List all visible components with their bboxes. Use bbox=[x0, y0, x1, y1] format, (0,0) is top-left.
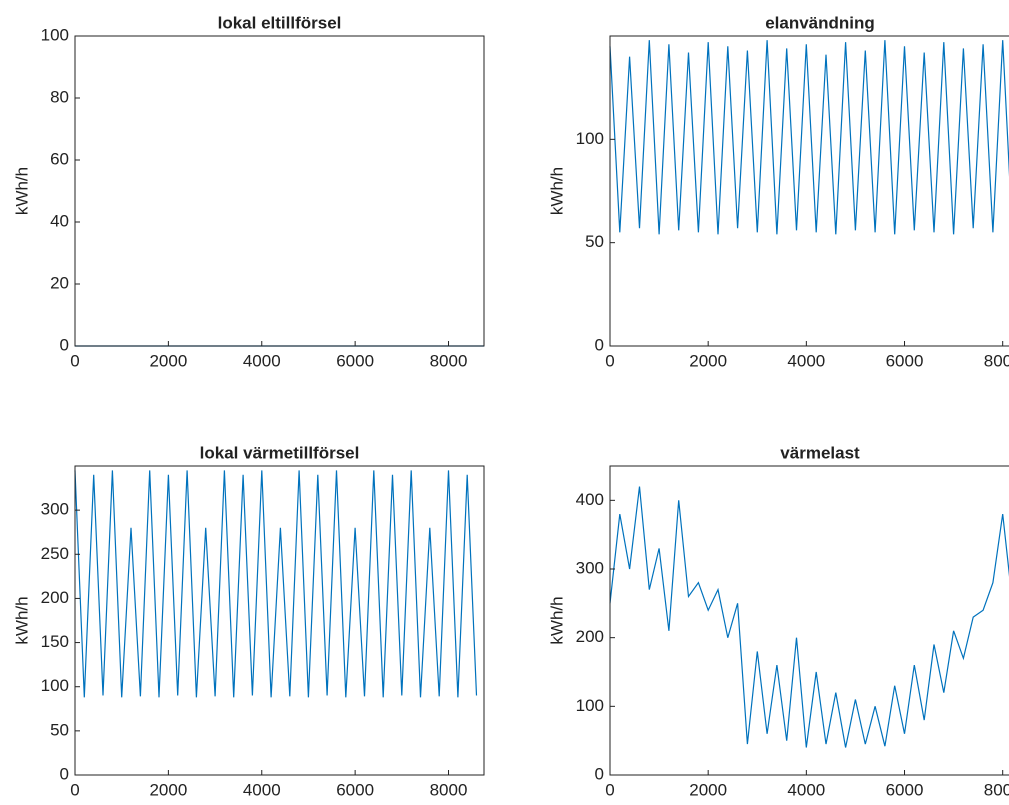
x-tick-label: 8000 bbox=[430, 351, 468, 370]
y-tick-label: 400 bbox=[576, 490, 604, 509]
x-tick-label: 8000 bbox=[984, 780, 1009, 799]
y-tick-label: 200 bbox=[41, 588, 69, 607]
axes-box bbox=[74, 35, 485, 347]
y-tick-label: 80 bbox=[50, 87, 69, 106]
x-tick-label: 2000 bbox=[149, 351, 187, 370]
x-tick-label: 8000 bbox=[430, 780, 468, 799]
x-tick-label: 6000 bbox=[886, 351, 924, 370]
y-tick-label: 300 bbox=[576, 558, 604, 577]
plot-area bbox=[610, 36, 1009, 346]
x-tick-label: 2000 bbox=[149, 780, 187, 799]
y-tick-label: 100 bbox=[576, 696, 604, 715]
y-tick-label: 100 bbox=[41, 25, 69, 44]
chart-title: värmelast bbox=[780, 443, 860, 462]
x-tick-label: 4000 bbox=[243, 780, 281, 799]
x-tick-label: 0 bbox=[605, 780, 614, 799]
x-tick-label: 0 bbox=[70, 351, 79, 370]
x-tick-label: 6000 bbox=[336, 351, 374, 370]
x-tick-label: 8000 bbox=[984, 351, 1009, 370]
y-tick-label: 60 bbox=[50, 149, 69, 168]
y-axis-label: kWh/h bbox=[12, 596, 31, 644]
y-tick-label: 50 bbox=[50, 720, 69, 739]
y-tick-label: 300 bbox=[41, 500, 69, 519]
x-tick-label: 4000 bbox=[787, 780, 825, 799]
chart-title: elanvändning bbox=[765, 13, 875, 32]
axes-box bbox=[609, 35, 1009, 347]
chart-title: lokal värmetillförsel bbox=[200, 443, 360, 462]
data-line bbox=[74, 470, 478, 698]
chart-title: lokal eltillförsel bbox=[218, 13, 342, 32]
y-tick-label: 100 bbox=[41, 676, 69, 695]
x-tick-label: 6000 bbox=[886, 780, 924, 799]
y-tick-label: 0 bbox=[595, 764, 604, 783]
x-tick-label: 2000 bbox=[689, 351, 727, 370]
y-tick-label: 100 bbox=[576, 129, 604, 148]
y-tick-label: 200 bbox=[576, 627, 604, 646]
x-tick-label: 0 bbox=[605, 351, 614, 370]
x-tick-label: 6000 bbox=[336, 780, 374, 799]
data-line bbox=[609, 486, 1009, 748]
axes-box bbox=[74, 465, 485, 776]
y-tick-label: 40 bbox=[50, 211, 69, 230]
y-axis-label: kWh/h bbox=[12, 167, 31, 215]
x-tick-label: 4000 bbox=[243, 351, 281, 370]
y-tick-label: 250 bbox=[41, 544, 69, 563]
y-axis-label: kWh/h bbox=[547, 167, 566, 215]
x-tick-label: 4000 bbox=[787, 351, 825, 370]
x-tick-label: 2000 bbox=[689, 780, 727, 799]
y-axis-label: kWh/h bbox=[547, 596, 566, 644]
y-tick-label: 150 bbox=[41, 632, 69, 651]
plot-area bbox=[75, 36, 484, 346]
data-line bbox=[609, 40, 1009, 235]
y-tick-label: 50 bbox=[585, 232, 604, 251]
axes-box bbox=[609, 465, 1009, 776]
y-tick-label: 0 bbox=[60, 335, 69, 354]
y-tick-label: 20 bbox=[50, 273, 69, 292]
y-tick-label: 0 bbox=[595, 335, 604, 354]
x-tick-label: 0 bbox=[70, 780, 79, 799]
y-tick-label: 0 bbox=[60, 764, 69, 783]
